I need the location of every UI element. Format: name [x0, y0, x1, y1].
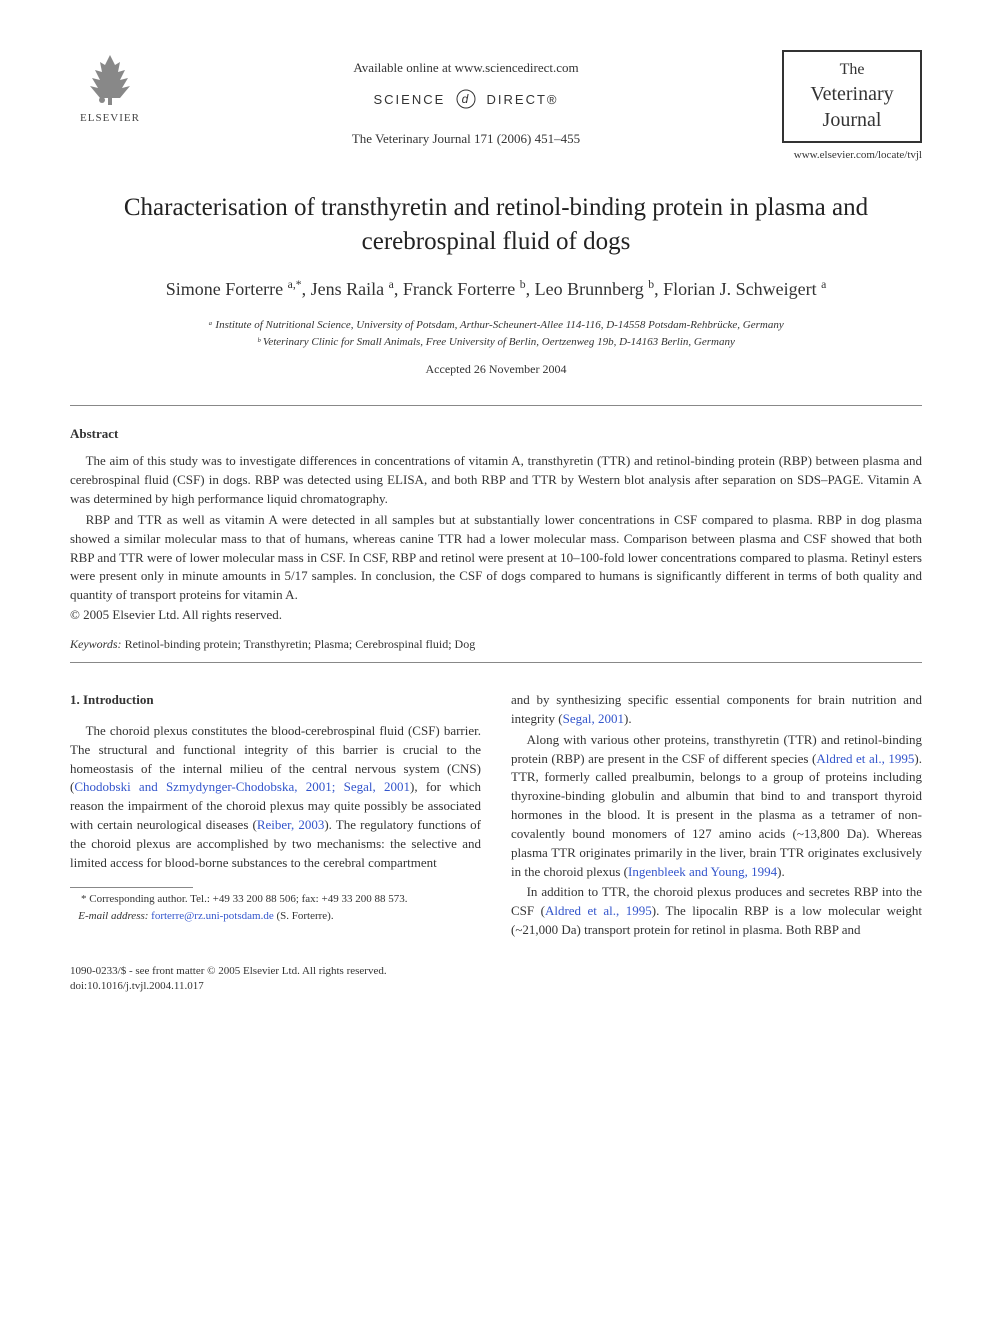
- affiliations: ᵃ Institute of Nutritional Science, Univ…: [70, 317, 922, 350]
- keywords-line: Keywords: Retinol-binding protein; Trans…: [70, 637, 922, 652]
- footnote-email: E-mail address: forterre@rz.uni-potsdam.…: [70, 909, 481, 924]
- email-suffix: (S. Forterre).: [276, 910, 333, 922]
- divider-bottom: [70, 662, 922, 663]
- body-columns: 1. Introduction The choroid plexus const…: [70, 691, 922, 942]
- available-online-text: Available online at www.sciencedirect.co…: [150, 60, 782, 76]
- left-column: 1. Introduction The choroid plexus const…: [70, 691, 481, 942]
- abstract-heading: Abstract: [70, 426, 922, 442]
- abstract-copyright: © 2005 Elsevier Ltd. All rights reserved…: [70, 607, 922, 623]
- abstract-body: The aim of this study was to investigate…: [70, 452, 922, 605]
- divider-top: [70, 405, 922, 406]
- elsevier-logo: ELSEVIER: [70, 50, 150, 124]
- right-para-2: Along with various other proteins, trans…: [511, 731, 922, 882]
- footnotes: * Corresponding author. Tel.: +49 33 200…: [70, 892, 481, 925]
- journal-logo-name: Veterinary Journal: [790, 81, 914, 133]
- footnote-divider: [70, 887, 193, 888]
- journal-logo-the: The: [790, 60, 914, 81]
- email-link[interactable]: forterre@rz.uni-potsdam.de: [151, 910, 274, 922]
- journal-logo-block: The Veterinary Journal www.elsevier.com/…: [782, 50, 922, 161]
- abstract-para-1: The aim of this study was to investigate…: [70, 452, 922, 509]
- accepted-date: Accepted 26 November 2004: [70, 362, 922, 377]
- article-title: Characterisation of transthyretin and re…: [70, 191, 922, 259]
- sd-right: DIRECT®: [487, 92, 559, 107]
- elsevier-tree-icon: [80, 50, 140, 110]
- right-column: and by synthesizing specific essential c…: [511, 691, 922, 942]
- page-header: ELSEVIER Available online at www.science…: [70, 50, 922, 161]
- bottom-metadata: 1090-0233/$ - see front matter © 2005 El…: [70, 964, 922, 995]
- affiliation-a: ᵃ Institute of Nutritional Science, Univ…: [70, 317, 922, 334]
- journal-logo: The Veterinary Journal: [782, 50, 922, 143]
- svg-text:d: d: [462, 92, 471, 106]
- keywords-text: Retinol-binding protein; Transthyretin; …: [125, 637, 476, 651]
- right-para-1: and by synthesizing specific essential c…: [511, 691, 922, 729]
- abstract-para-2: RBP and TTR as well as vitamin A were de…: [70, 511, 922, 605]
- sciencedirect-icon: d: [455, 88, 477, 113]
- journal-site-url[interactable]: www.elsevier.com/locate/tvjl: [782, 149, 922, 161]
- left-para-1: The choroid plexus constitutes the blood…: [70, 722, 481, 873]
- authors-line: Simone Forterre a,*, Jens Raila a, Franc…: [70, 276, 922, 303]
- footnote-corresponding: * Corresponding author. Tel.: +49 33 200…: [70, 892, 481, 907]
- sd-left: SCIENCE: [373, 92, 445, 107]
- email-label: E-mail address:: [78, 910, 148, 922]
- elsevier-label: ELSEVIER: [80, 112, 140, 124]
- right-para-3: In addition to TTR, the choroid plexus p…: [511, 883, 922, 940]
- front-matter-line: 1090-0233/$ - see front matter © 2005 El…: [70, 964, 922, 979]
- affiliation-b: ᵇ Veterinary Clinic for Small Animals, F…: [70, 334, 922, 351]
- journal-reference: The Veterinary Journal 171 (2006) 451–45…: [150, 131, 782, 147]
- sciencedirect-logo: SCIENCE d DIRECT®: [150, 88, 782, 113]
- doi-line: doi:10.1016/j.tvjl.2004.11.017: [70, 979, 922, 994]
- keywords-label: Keywords:: [70, 637, 122, 651]
- section-heading-intro: 1. Introduction: [70, 691, 481, 710]
- header-center: Available online at www.sciencedirect.co…: [150, 50, 782, 147]
